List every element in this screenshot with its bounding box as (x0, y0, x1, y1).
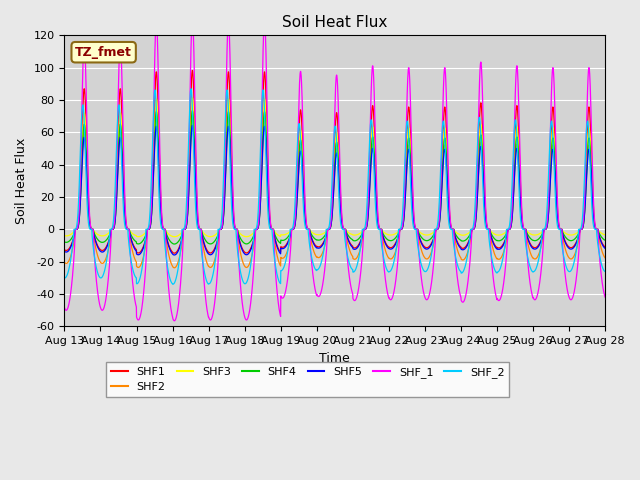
SHF1 (292, 213, 300, 219)
SHF4 (602, 238, 609, 243)
X-axis label: Time: Time (319, 352, 350, 365)
SHF5 (292, 217, 300, 223)
SHF4 (189, 108, 196, 113)
SHF3 (591, 223, 599, 229)
SHF5 (268, 227, 276, 232)
Line: SHF4: SHF4 (65, 110, 605, 244)
SHF_2 (169, 281, 177, 287)
SHF3 (533, 232, 541, 238)
SHF1 (533, 244, 541, 250)
Line: SHF1: SHF1 (65, 71, 605, 253)
SHF5 (591, 224, 599, 229)
SHF4 (268, 227, 276, 232)
SHF3 (154, 126, 162, 132)
SHF4 (170, 241, 178, 247)
SHF1 (154, 105, 162, 111)
SHF3 (61, 233, 68, 239)
SHF1 (591, 222, 599, 228)
SHF_2 (602, 269, 609, 275)
Line: SHF3: SHF3 (65, 98, 605, 237)
SHF3 (189, 95, 196, 101)
SHF_2 (187, 86, 195, 92)
SHF_1 (122, 218, 130, 224)
Y-axis label: Soil Heat Flux: Soil Heat Flux (15, 138, 28, 224)
Title: Soil Heat Flux: Soil Heat Flux (282, 15, 387, 30)
SHF4 (292, 216, 300, 222)
SHF4 (61, 239, 68, 245)
SHF3 (170, 234, 178, 240)
SHF3 (292, 215, 300, 221)
SHF1 (61, 247, 68, 252)
SHF_2 (292, 188, 300, 194)
SHF2 (122, 222, 130, 228)
SHF1 (170, 250, 178, 256)
Line: SHF_2: SHF_2 (65, 89, 605, 284)
SHF_2 (268, 229, 276, 235)
SHF1 (268, 227, 276, 232)
SHF_1 (292, 208, 300, 214)
SHF4 (122, 222, 130, 228)
SHF2 (533, 255, 541, 261)
SHF_1 (268, 227, 276, 232)
Text: TZ_fmet: TZ_fmet (76, 46, 132, 59)
SHF2 (602, 255, 609, 261)
SHF5 (154, 147, 162, 153)
SHF2 (154, 143, 162, 148)
SHF5 (170, 252, 178, 258)
SHF4 (591, 223, 599, 229)
SHF_2 (591, 227, 599, 232)
SHF3 (602, 232, 609, 238)
SHF_1 (154, 66, 162, 72)
SHF2 (292, 217, 300, 223)
SHF2 (170, 265, 178, 271)
SHF2 (268, 227, 276, 232)
SHF_1 (602, 294, 609, 300)
SHF_2 (122, 226, 130, 232)
SHF1 (122, 220, 130, 226)
SHF1 (189, 68, 196, 73)
SHF_1 (170, 318, 178, 324)
SHF_1 (61, 305, 68, 311)
SHF5 (61, 248, 68, 254)
SHF_2 (154, 168, 162, 173)
SHF2 (189, 117, 196, 123)
SHF4 (154, 136, 162, 142)
Line: SHF2: SHF2 (65, 120, 605, 268)
Line: SHF_1: SHF_1 (65, 19, 605, 321)
Line: SHF5: SHF5 (65, 125, 605, 255)
SHF1 (602, 244, 609, 250)
Legend: SHF1, SHF2, SHF3, SHF4, SHF5, SHF_1, SHF_2: SHF1, SHF2, SHF3, SHF4, SHF5, SHF_1, SHF… (106, 362, 509, 396)
SHF_1 (189, 16, 196, 22)
SHF_1 (591, 221, 599, 227)
SHF4 (533, 238, 541, 243)
SHF5 (533, 246, 541, 252)
SHF3 (122, 222, 130, 228)
SHF2 (591, 224, 599, 229)
SHF3 (268, 227, 276, 232)
SHF_1 (533, 295, 541, 300)
SHF_2 (61, 275, 68, 281)
SHF5 (189, 122, 196, 128)
SHF5 (602, 246, 609, 252)
SHF2 (61, 259, 68, 265)
SHF_2 (533, 264, 541, 270)
SHF5 (122, 223, 130, 228)
